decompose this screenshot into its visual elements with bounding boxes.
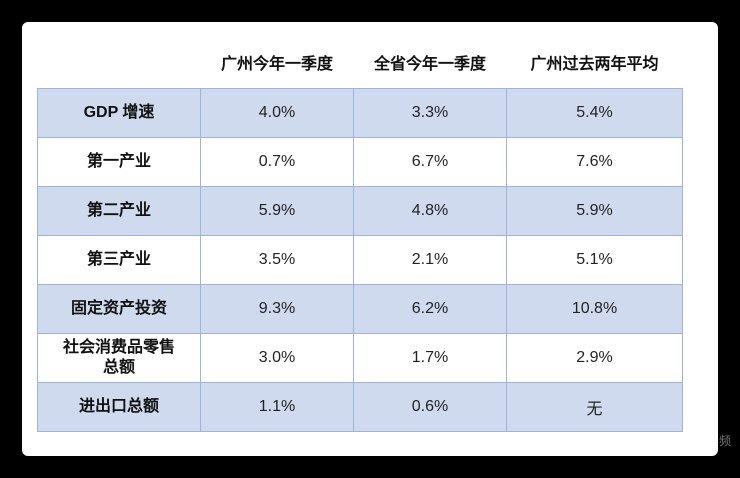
table-cell: 3.0% [200,333,354,383]
table-cell: 6.7% [353,137,507,187]
table-cell: 无 [506,382,683,432]
table-cell: 2.9% [506,333,683,383]
row-label: 社会消费品零售总额 [37,333,201,383]
table-row: 第三产业 3.5% 2.1% 5.1% [37,235,683,285]
header-cell: 广州今年一季度 [220,55,333,73]
table-cell: 10.8% [506,284,683,334]
table-cell: 1.1% [200,382,354,432]
header-cell: 广州过去两年平均 [530,55,659,73]
table-cell: 9.3% [200,284,354,334]
table-row: 第一产业 0.7% 6.7% 7.6% [37,137,683,187]
table-cell: 1.7% [353,333,507,383]
table-cell: 6.2% [353,284,507,334]
row-label: 第一产业 [37,137,201,187]
table-cell: 4.8% [353,186,507,236]
table-cell: 5.9% [506,186,683,236]
table-cell: 5.4% [506,88,683,138]
table-row: 社会消费品零售总额 3.0% 1.7% 2.9% [37,333,683,383]
data-table: 广州今年一季度 全省今年一季度 广州过去两年平均 GDP 增速 4.0% 3.3% 5.4… [37,35,683,432]
table-cell: 3.3% [353,88,507,138]
row-label: 第二产业 [37,186,201,236]
table-cell: 4.0% [200,88,354,138]
header-row: 广州今年一季度 全省今年一季度 广州过去两年平均 [38,35,683,89]
row-label: 第三产业 [37,235,201,285]
watermark: 频 [719,434,732,448]
row-label: GDP 增速 [37,88,201,138]
row-label: 进出口总额 [37,382,201,432]
row-label: 固定资产投资 [37,284,201,334]
table-cell: 5.1% [506,235,683,285]
table-row: 第二产业 5.9% 4.8% 5.9% [37,186,683,236]
table-cell: 5.9% [200,186,354,236]
card: 广州今年一季度 全省今年一季度 广州过去两年平均 GDP 增速 4.0% 3.3% 5.4… [22,22,718,456]
table-row: 进出口总额 1.1% 0.6% 无 [37,382,683,432]
table-cell: 3.5% [200,235,354,285]
header-cell [38,35,201,89]
table-cell: 0.6% [353,382,507,432]
table-row: 固定资产投资 9.3% 6.2% 10.8% [37,284,683,334]
table-cell: 7.6% [506,137,683,187]
table-cell: 0.7% [200,137,354,187]
header-cell: 全省今年一季度 [373,55,486,73]
table-row: GDP 增速 4.0% 3.3% 5.4% [37,88,683,138]
table-cell: 2.1% [353,235,507,285]
